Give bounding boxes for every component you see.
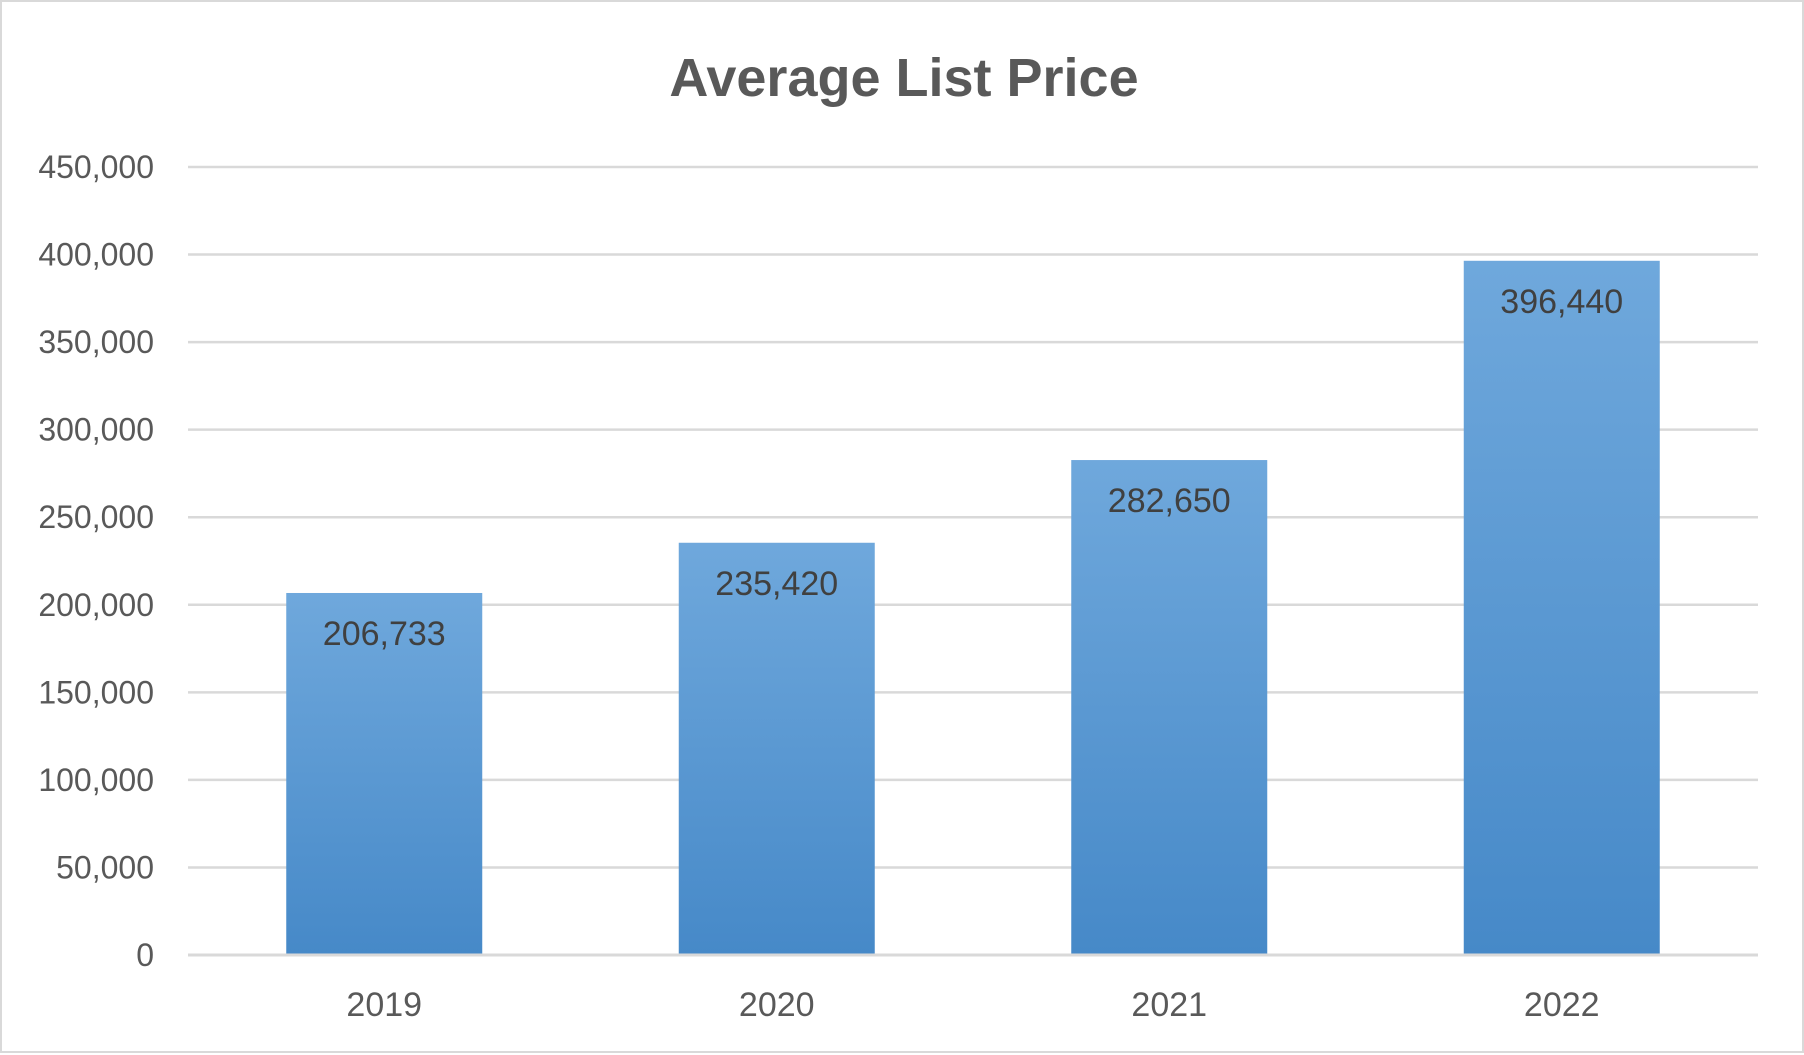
- y-axis: 0 50,000 100,000 150,000 200,000 250,000 300,0…: [38, 149, 154, 973]
- y-tick-label: 0: [136, 937, 154, 973]
- chart-title: Average List Price: [669, 48, 1138, 108]
- y-tick-label: 450,000: [38, 149, 154, 185]
- y-tick-label: 100,000: [38, 762, 154, 798]
- y-tick-label: 350,000: [38, 324, 154, 360]
- bar-2020: [678, 542, 875, 955]
- data-label-2021: 282,650: [1108, 482, 1231, 520]
- x-tick-label: 2020: [739, 986, 815, 1024]
- data-label-2019: 206,733: [323, 615, 446, 653]
- bar-2022: [1463, 260, 1660, 955]
- y-tick-label: 400,000: [38, 237, 154, 273]
- y-tick-label: 50,000: [56, 849, 154, 885]
- data-label-2022: 396,440: [1500, 283, 1623, 321]
- bars: [286, 260, 1660, 955]
- x-tick-label: 2021: [1131, 986, 1207, 1024]
- x-tick-label: 2022: [1524, 986, 1600, 1024]
- data-labels: 206,733 235,420 282,650 396,440: [323, 283, 1623, 653]
- y-tick-label: 150,000: [38, 674, 154, 710]
- x-tick-label: 2019: [346, 986, 422, 1024]
- x-axis: 2019 2020 2021 2022: [188, 953, 1758, 1024]
- y-tick-label: 250,000: [38, 499, 154, 535]
- bar-2019: [286, 592, 483, 955]
- bar-2021: [1071, 460, 1268, 955]
- data-label-2020: 235,420: [715, 565, 838, 603]
- y-tick-label: 300,000: [38, 412, 154, 448]
- y-tick-label: 200,000: [38, 587, 154, 623]
